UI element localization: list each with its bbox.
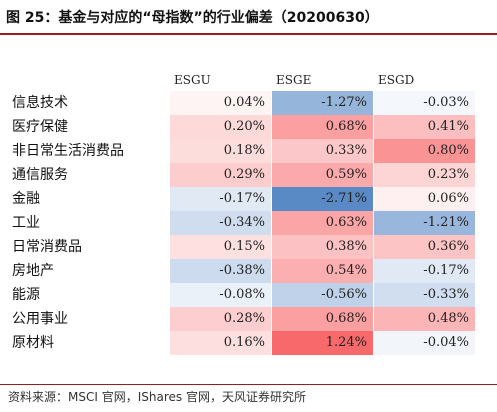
source-note: 资料来源：MSCI 官网，IShares 官网，天风证券研究所 — [8, 390, 306, 404]
row-label: 金融 — [12, 191, 40, 207]
heat-cell: 0.48% — [374, 307, 475, 331]
heat-cell: 0.63% — [272, 211, 373, 235]
heat-cell: 0.33% — [272, 139, 373, 163]
row-label: 信息技术 — [12, 95, 68, 111]
heat-cell: 1.24% — [272, 331, 373, 355]
heat-cell: -0.03% — [374, 91, 475, 115]
row-label: 日常消费品 — [12, 239, 82, 255]
heat-cell: 0.68% — [272, 307, 373, 331]
heat-cell: -2.71% — [272, 187, 373, 211]
row-label: 能源 — [12, 287, 40, 303]
heat-cell: -0.17% — [374, 259, 475, 283]
source-divider — [0, 384, 497, 385]
row-label: 房地产 — [12, 263, 54, 279]
column-header-esge: ESGE — [276, 73, 312, 87]
heat-cell: 0.38% — [272, 235, 373, 259]
heat-cell: 0.28% — [170, 307, 271, 331]
heat-cell: -0.34% — [170, 211, 271, 235]
row-label: 原材料 — [12, 335, 54, 351]
row-label: 通信服务 — [12, 167, 68, 183]
heat-cell: 0.68% — [272, 115, 373, 139]
heat-cell: 0.18% — [170, 139, 271, 163]
row-label: 医疗保健 — [12, 119, 68, 135]
figure-title: 图 25：基金与对应的“母指数”的行业偏差（20200630） — [6, 10, 379, 26]
heat-cell: 0.06% — [374, 187, 475, 211]
heat-cell: -0.33% — [374, 283, 475, 307]
heat-cell: 0.36% — [374, 235, 475, 259]
heat-cell: -0.56% — [272, 283, 373, 307]
title-divider — [0, 33, 497, 35]
heat-cell: -1.27% — [272, 91, 373, 115]
column-header-esgd: ESGD — [378, 73, 415, 87]
heat-cell: 0.59% — [272, 163, 373, 187]
heat-cell: 0.41% — [374, 115, 475, 139]
heat-cell: -1.21% — [374, 211, 475, 235]
heat-cell: 0.15% — [170, 235, 271, 259]
heat-cell: -0.04% — [374, 331, 475, 355]
heat-cell: 0.80% — [374, 139, 475, 163]
heat-cell: 0.23% — [374, 163, 475, 187]
row-label: 公用事业 — [12, 311, 68, 327]
row-label: 非日常生活消费品 — [12, 143, 124, 159]
heat-cell: -0.17% — [170, 187, 271, 211]
heat-cell: 0.20% — [170, 115, 271, 139]
row-label: 工业 — [12, 215, 40, 231]
heat-cell: 0.29% — [170, 163, 271, 187]
heat-cell: 0.54% — [272, 259, 373, 283]
heat-cell: -0.38% — [170, 259, 271, 283]
heat-cell: 0.04% — [170, 91, 271, 115]
heat-cell: 0.16% — [170, 331, 271, 355]
column-header-esgu: ESGU — [174, 73, 211, 87]
heat-cell: -0.08% — [170, 283, 271, 307]
